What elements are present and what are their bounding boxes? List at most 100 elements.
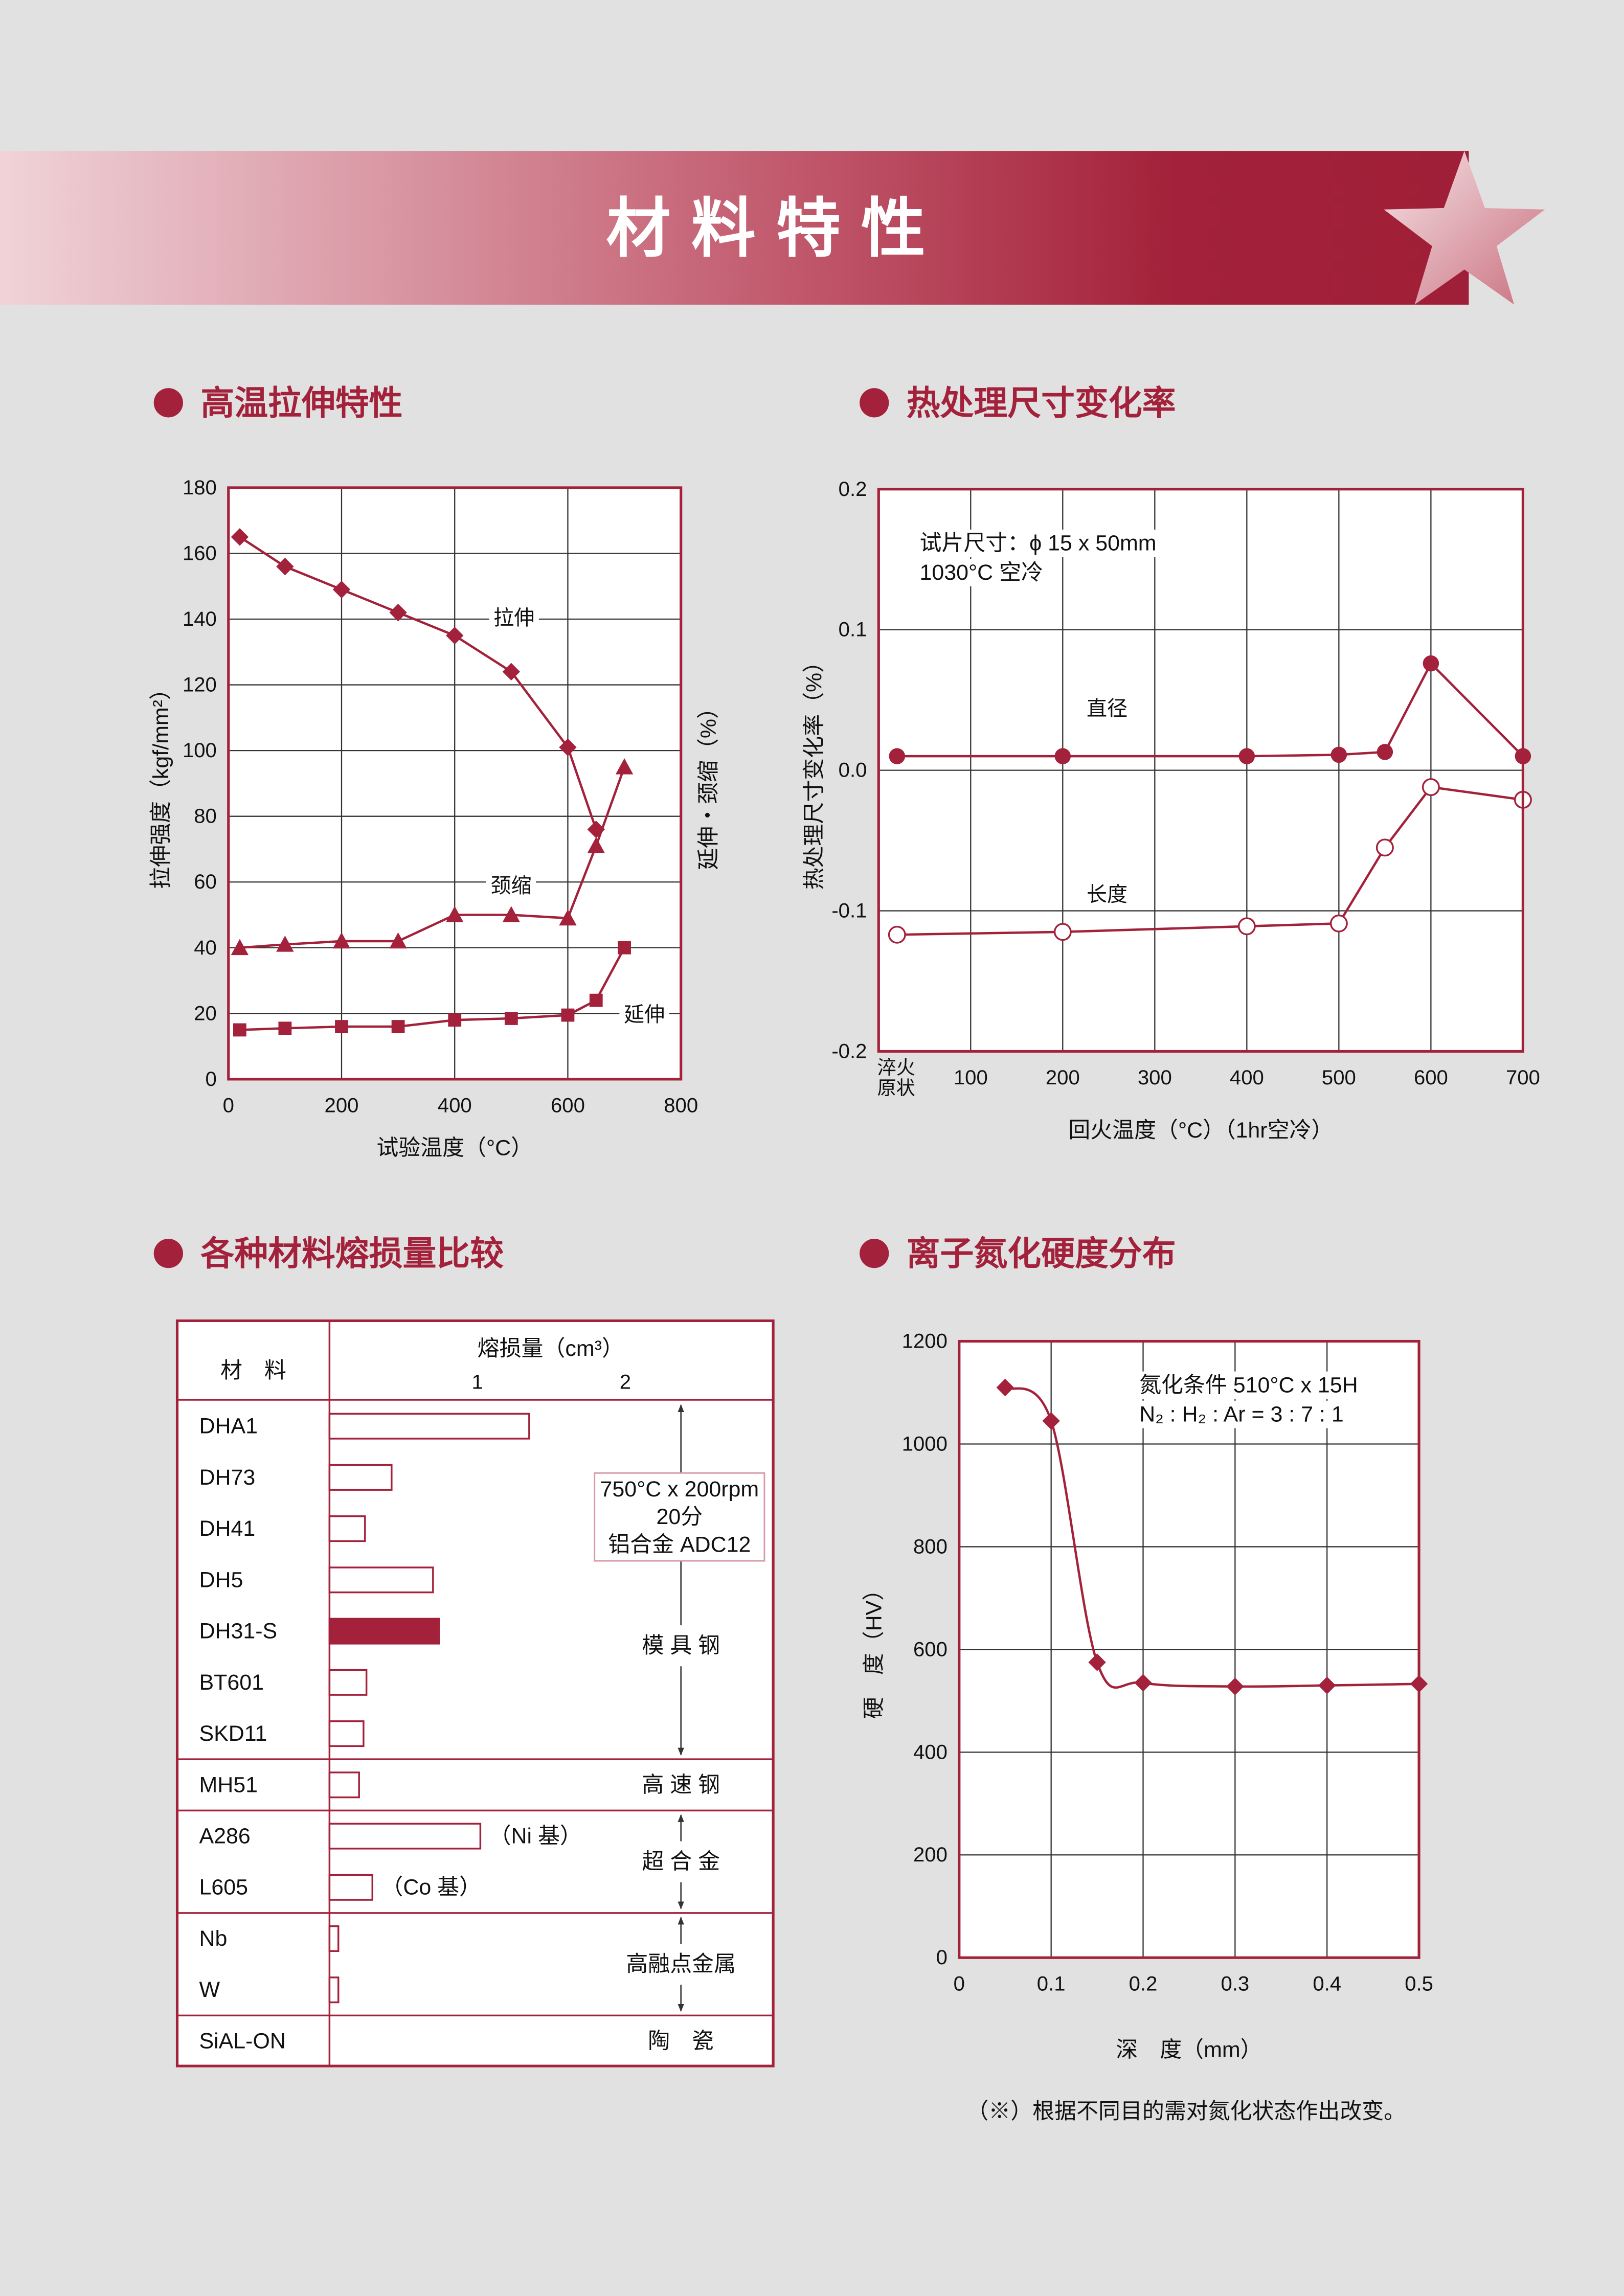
bar-note: （Ni 基） <box>489 1824 582 1849</box>
x-tick-label: 0 <box>223 1094 234 1117</box>
x-tick-label: 100 <box>954 1066 988 1089</box>
marker <box>448 1013 462 1027</box>
annotation: 1030°C 空冷 <box>919 560 1043 585</box>
y-tick-label: 0.1 <box>839 619 867 641</box>
marker <box>231 939 249 956</box>
condition-box <box>594 1472 765 1562</box>
y-tick-label: 120 <box>183 674 217 696</box>
bar <box>328 1771 360 1799</box>
category-label: DH41 <box>199 1516 255 1541</box>
marker <box>504 1012 518 1025</box>
x-tick-label: 600 <box>551 1094 585 1117</box>
label-background <box>637 1632 725 1660</box>
x-tick-label: 200 <box>325 1094 359 1117</box>
footnote: （※）根据不同目的需对氮化状态作出改变。 <box>966 2099 1406 2124</box>
plot-border <box>958 1339 1420 1959</box>
marker <box>996 1378 1014 1397</box>
bar <box>328 1720 365 1747</box>
x-axis-label: 回火温度（°C）（1hr空冷） <box>1068 1118 1333 1143</box>
table-border <box>175 1319 775 2067</box>
x-tick-label: 0.5 <box>1405 1973 1433 1995</box>
bar <box>328 1925 340 1952</box>
marker <box>618 941 631 954</box>
label-background <box>1135 1400 1348 1428</box>
marker <box>589 993 603 1007</box>
marker <box>335 1020 348 1033</box>
y-axis-label: 热处理尺寸变化率（%） <box>802 651 826 890</box>
marker <box>889 748 906 764</box>
category-label: BT601 <box>199 1670 264 1695</box>
section-heading: 各种材料熔损量比较 <box>200 1235 504 1272</box>
category-label: A286 <box>199 1824 250 1849</box>
annotation: 氮化条件 510°C x 15H <box>1139 1373 1358 1397</box>
x-tick-label: 2 <box>620 1371 631 1394</box>
marker <box>561 1008 575 1022</box>
y-tick-label: 140 <box>183 608 217 630</box>
label-background <box>637 1848 725 1876</box>
group-label: 陶 瓷 <box>648 2029 714 2053</box>
label-background <box>621 1950 740 1978</box>
marker <box>587 837 605 853</box>
marker <box>1226 1677 1244 1695</box>
marker <box>1238 748 1255 764</box>
x-tick-label: 300 <box>1138 1066 1172 1089</box>
heading-bullet <box>153 1239 183 1268</box>
series-label: 长度 <box>1087 883 1127 906</box>
bar <box>328 1618 440 1645</box>
label-background <box>486 873 536 899</box>
group-label: 模 具 钢 <box>642 1633 720 1658</box>
label-background <box>619 1002 669 1028</box>
table-box <box>177 1321 774 2066</box>
marker <box>446 906 464 922</box>
y-tick-label: 400 <box>913 1741 948 1763</box>
x-tick-label: 200 <box>1046 1066 1080 1089</box>
y-tick-label: -0.2 <box>831 1040 867 1062</box>
y-tick-label: 200 <box>913 1844 948 1866</box>
category-label: DH73 <box>199 1465 255 1490</box>
marker <box>1042 1412 1060 1430</box>
category-label: W <box>199 1977 220 2002</box>
x-tick-label: 0.1 <box>1037 1973 1066 1995</box>
title-band <box>0 151 1469 305</box>
marker <box>1054 748 1071 764</box>
bar <box>328 1515 366 1542</box>
marker <box>1377 744 1393 760</box>
y-tick-label: 40 <box>194 937 217 959</box>
marker <box>231 528 249 546</box>
series-label: 延伸 <box>624 1004 665 1026</box>
series-label: 颈缩 <box>490 875 531 897</box>
condition-text: 20分 <box>656 1505 703 1529</box>
column-header: 材 料 <box>220 1358 286 1383</box>
y2-axis-label: 延伸・颈缩（%） <box>696 697 721 870</box>
marker <box>1329 914 1348 933</box>
bar <box>328 1669 368 1696</box>
x-tick-label: 500 <box>1322 1066 1356 1089</box>
marker <box>1423 655 1439 672</box>
group-label: 高融点金属 <box>626 1952 736 1976</box>
heading-bullet <box>860 1239 889 1268</box>
marker <box>502 663 521 681</box>
y-tick-label: 160 <box>183 542 217 564</box>
category-label: DH5 <box>199 1567 243 1592</box>
y-tick-label: 100 <box>183 739 217 762</box>
section-heading: 热处理尺寸变化率 <box>907 384 1176 422</box>
y-tick-label: 0 <box>936 1946 948 1969</box>
y-tick-label: 180 <box>183 476 217 499</box>
marker <box>1134 1674 1152 1692</box>
plot-border <box>877 488 1524 1053</box>
marker <box>1422 778 1440 797</box>
marker <box>276 936 294 952</box>
label-background <box>1082 696 1132 722</box>
y-tick-label: 1000 <box>902 1433 948 1455</box>
x-tick-label: 0.4 <box>1313 1973 1341 1995</box>
category-label: SiAL-ON <box>199 2029 285 2053</box>
label-background <box>915 529 1161 557</box>
condition-text: 铝合金 ADC12 <box>608 1533 751 1557</box>
x-tick-label: 0 <box>954 1973 965 1995</box>
bar <box>328 1566 434 1594</box>
marker <box>502 906 521 922</box>
bar <box>328 1413 530 1440</box>
marker <box>389 932 407 949</box>
